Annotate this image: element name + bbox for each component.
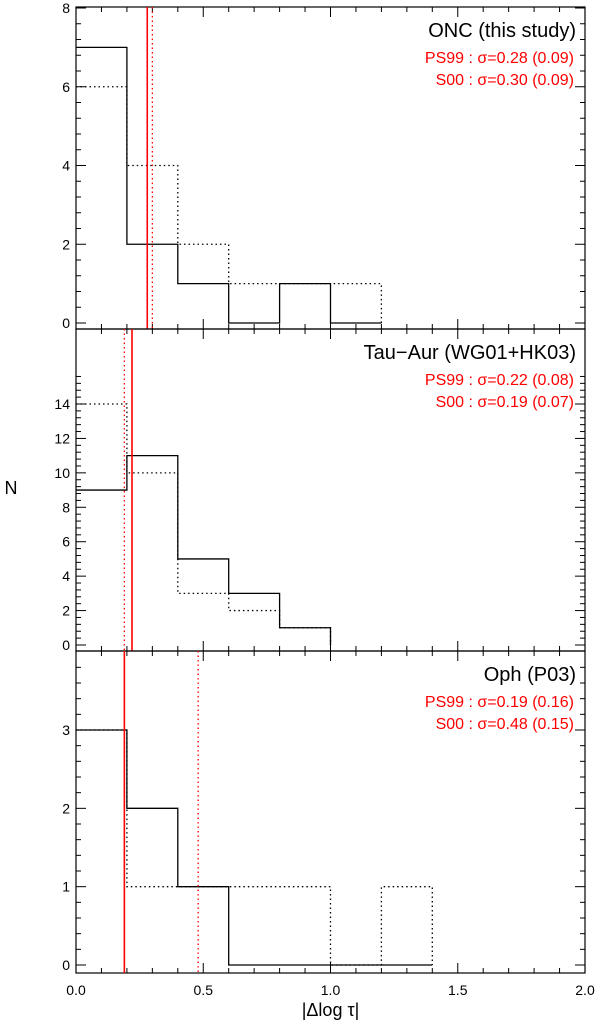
x-axis-label: |Δlog τ| — [302, 1000, 360, 1020]
sigma-annotation: S00 : σ=0.30 (0.09) — [436, 72, 574, 89]
y-tick-label: 0 — [62, 957, 70, 973]
histogram-s00 — [76, 86, 383, 323]
y-tick-label: 2 — [62, 236, 70, 252]
y-tick-label: 2 — [62, 603, 70, 619]
y-tick-label: 3 — [62, 722, 70, 738]
sigma-annotation: S00 : σ=0.48 (0.15) — [436, 716, 574, 733]
panel-title: Tau−Aur (WG01+HK03) — [364, 342, 576, 364]
histogram-ps99 — [76, 46, 382, 324]
panel-title: Oph (P03) — [484, 664, 576, 686]
y-tick-label: 0 — [62, 637, 70, 653]
shared-y-axis-label: N — [4, 478, 18, 498]
sigma-annotation: PS99 : σ=0.28 (0.09) — [425, 50, 574, 67]
x-tick-label: 1.5 — [448, 982, 468, 998]
y-tick-label: 8 — [62, 499, 70, 515]
panel-1: 0 2 4 6 8 ONC (this study) PS99 : σ=0.28 (0.09… — [62, 0, 586, 331]
y-tick-label: 10 — [54, 465, 70, 481]
y-tick-label: 4 — [62, 568, 70, 584]
histogram-s00 — [76, 403, 332, 645]
sigma-annotation: PS99 : σ=0.19 (0.16) — [425, 694, 574, 711]
y-tick-label: 8 — [62, 0, 70, 16]
y-tick-label: 4 — [62, 158, 70, 174]
panel-title: ONC (this study) — [428, 20, 576, 42]
y-tick-label: 0 — [62, 315, 70, 331]
x-tick-label: 0.0 — [66, 982, 86, 998]
x-tick-label: 2.0 — [575, 982, 595, 998]
sigma-annotation: PS99 : σ=0.22 (0.08) — [425, 372, 574, 389]
x-tick-label: 1.0 — [321, 982, 341, 998]
histogram-ps99 — [76, 729, 433, 966]
panel-3: 0 1 2 3 Oph (P03) PS99 : σ=0.19 (0.16) S00 : σ… — [62, 650, 595, 998]
sigma-annotation: S00 : σ=0.19 (0.07) — [436, 394, 574, 411]
histogram-s00 — [76, 729, 433, 966]
panel-2: 0 2 4 6 8 10 12 14 Tau−Aur (WG01+HK03) PS99 : σ=0… — [54, 328, 586, 653]
y-tick-label: 2 — [62, 800, 70, 816]
y-tick-label: 6 — [62, 79, 70, 95]
y-tick-label: 6 — [62, 534, 70, 550]
y-tick-label: 14 — [54, 396, 70, 412]
x-tick-label: 0.5 — [194, 982, 214, 998]
y-tick-label: 12 — [54, 430, 70, 446]
y-tick-label: 1 — [62, 879, 70, 895]
histogram-ps99 — [76, 454, 332, 645]
